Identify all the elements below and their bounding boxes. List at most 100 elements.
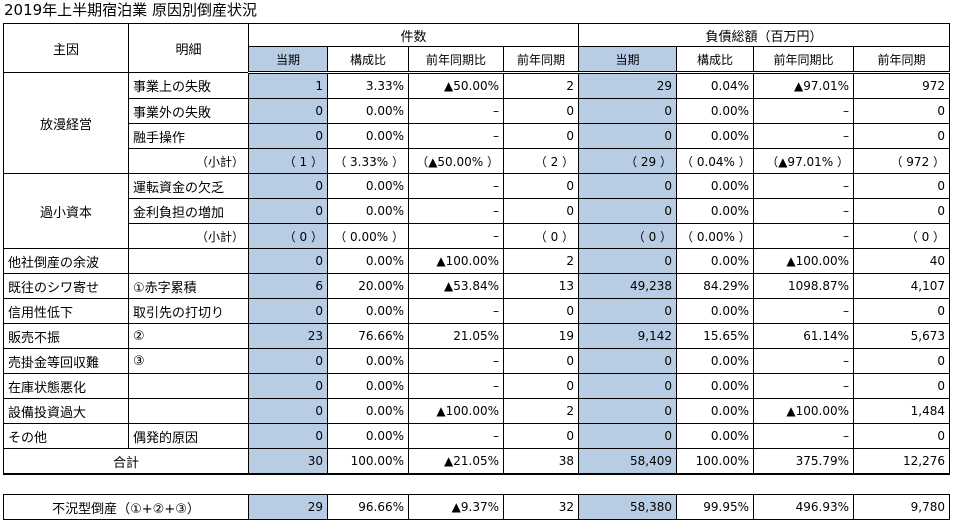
cell: 375.79%	[753, 448, 855, 475]
table-row: 過小資本 運転資金の欠乏 0 0.00% –0 0 0.00% –0	[3, 173, 951, 249]
cell: 23	[248, 323, 328, 349]
cell: 5,673	[853, 323, 951, 349]
subtotal-label: （小計）	[128, 148, 249, 174]
cell: –	[753, 223, 855, 249]
cell: 0	[578, 123, 678, 149]
cell: 0	[578, 348, 678, 374]
cell: 0.00%	[676, 198, 755, 224]
cell: 0.00%	[676, 98, 755, 124]
header-count-current: 当期	[248, 46, 328, 74]
header-row-top: 主因 明細 件数 負債総額（百万円）	[3, 23, 951, 73]
cell: 0	[502, 198, 580, 224]
cell: 84.29%	[676, 273, 755, 299]
cell: 0	[853, 198, 951, 224]
cell: –	[408, 98, 504, 124]
cell: ▲53.84%	[408, 273, 504, 299]
cell: 21.05%	[408, 323, 504, 349]
cell: 58,380	[578, 494, 677, 520]
table-row: 融手操作 0 0.00% –0 0 0.00% –0	[4, 123, 951, 149]
cell: ▲100.00%	[753, 398, 855, 424]
total-label: 合計	[3, 448, 249, 475]
cell: 0	[248, 348, 328, 374]
cell: –	[753, 198, 855, 224]
cell: 0	[578, 173, 678, 199]
cell: 0	[502, 373, 580, 399]
header-count-yoy: 前年同期比	[408, 46, 504, 74]
detail-label: ②	[128, 323, 249, 349]
cell: （ 2 ）	[502, 148, 580, 174]
table-row: その他 偶発的原因 0 0.00% –0 0 0.00% –0	[3, 423, 951, 449]
cell: （▲50.00% ）	[408, 148, 504, 174]
cell: 0	[853, 173, 951, 199]
cell: （ 972 ）	[853, 148, 951, 174]
recession-label: 不況型倒産（①+②+③）	[3, 494, 249, 520]
header-detail: 明細	[128, 23, 249, 73]
cell: 30	[248, 448, 328, 475]
cell: ▲50.00%	[408, 72, 504, 99]
cell: ▲100.00%	[408, 248, 504, 274]
cell: 0.00%	[676, 398, 755, 424]
cause-label: 既往のシワ寄せ	[3, 273, 129, 299]
cell: –	[408, 123, 504, 149]
cell: 38	[502, 448, 580, 475]
cell: 0.00%	[676, 373, 755, 399]
cell: 4,107	[853, 273, 951, 299]
cell: 0	[578, 398, 678, 424]
table-row: 販売不振 ② 23 76.66% 21.05% 19 9,142 15.65% 61.14% 5,…	[3, 323, 951, 349]
cell: 9,142	[578, 323, 678, 349]
cell: 0	[853, 98, 951, 124]
cell: 0	[578, 198, 678, 224]
cell: 76.66%	[327, 323, 409, 349]
cause-label: 設備投資過大	[3, 398, 129, 424]
cell: –	[753, 373, 855, 399]
cell: 20.00%	[327, 273, 409, 299]
cell: 0.00%	[327, 373, 409, 399]
cell: 19	[502, 323, 580, 349]
recession-type-table: 不況型倒産（①+②+③） 29 96.66% ▲9.37% 32 58,380 …	[3, 494, 950, 520]
cell: 1,484	[853, 398, 951, 424]
cell: ▲21.05%	[408, 448, 504, 475]
cell: 0	[853, 348, 951, 374]
header-main-cause: 主因	[3, 23, 129, 73]
cell: 100.00%	[676, 448, 755, 475]
cell: 0.00%	[327, 98, 409, 124]
cause-label: その他	[3, 423, 129, 449]
cell: 0	[578, 298, 678, 324]
cell: 61.14%	[753, 323, 855, 349]
page-title: 2019年上半期宿泊業 原因別倒産状況	[4, 1, 257, 19]
cause-label: 在庫状態悪化	[3, 373, 129, 399]
bankruptcy-cause-table: 主因 明細 件数 負債総額（百万円） 当期 構成比 前年同期比 前年同期 当期 …	[3, 23, 951, 475]
cell: 0.00%	[676, 173, 755, 199]
cell: （ 0 ）	[578, 223, 678, 249]
cell: 0.00%	[327, 398, 409, 424]
cell: –	[753, 298, 855, 324]
cell: 0.00%	[327, 423, 409, 449]
detail-label	[128, 248, 249, 274]
cell: 0.00%	[327, 173, 409, 199]
table-row: 事業外の失敗 0 0.00% –0 0 0.00% –0	[4, 98, 951, 124]
cell: （ 3.33% ）	[327, 148, 409, 174]
header-debt-prev: 前年同期	[853, 46, 951, 74]
cell: –	[753, 98, 855, 124]
cell: –	[753, 423, 855, 449]
cell: 1	[248, 72, 328, 99]
detail-label: 偶発的原因	[128, 423, 249, 449]
cell: –	[408, 348, 504, 374]
cell: 496.93%	[753, 494, 854, 520]
cause-label: 販売不振	[3, 323, 129, 349]
cell: 972	[853, 72, 951, 99]
cell: –	[408, 173, 504, 199]
cause-label: 他社倒産の余波	[3, 248, 129, 274]
detail-label: ①赤字累積	[128, 273, 249, 299]
cell: 12,276	[853, 448, 951, 475]
cell: 0.00%	[327, 348, 409, 374]
table-row: 既往のシワ寄せ ①赤字累積 6 20.00% ▲53.84% 13 49,238 84.29%…	[3, 273, 951, 299]
header-debt-group: 負債総額（百万円）	[578, 23, 951, 47]
cell: 6	[248, 273, 328, 299]
cell: 100.00%	[327, 448, 409, 475]
cell: 0	[502, 173, 580, 199]
cell: 0.04%	[676, 72, 755, 99]
cell: 13	[502, 273, 580, 299]
cell: –	[408, 198, 504, 224]
header-debt-current: 当期	[578, 46, 678, 74]
